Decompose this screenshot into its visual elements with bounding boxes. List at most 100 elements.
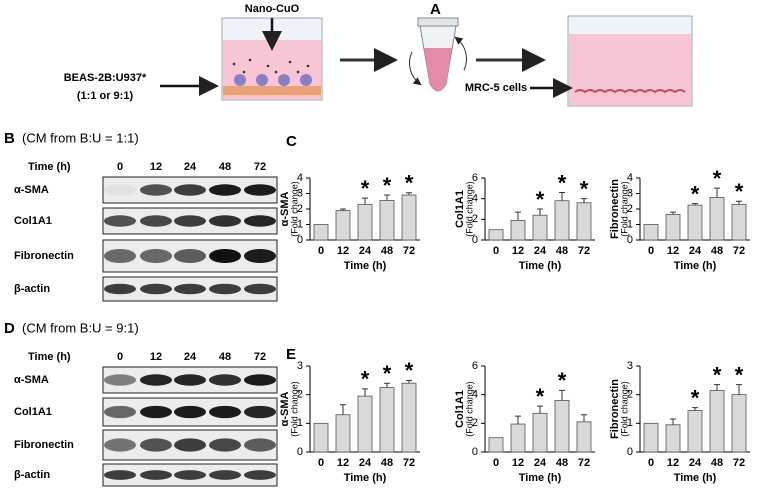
x-axis-label: Time (h)	[344, 472, 387, 484]
bar	[401, 382, 417, 453]
bar	[335, 210, 351, 241]
y-tick-label: 1	[627, 417, 633, 429]
error-bar	[670, 418, 676, 425]
significance-mark: *	[580, 176, 589, 201]
bar	[709, 196, 725, 241]
x-tick-label: 0	[648, 457, 654, 469]
significance-mark: *	[405, 358, 414, 383]
y-axis-sublabel: (Fold change)	[619, 181, 629, 237]
significance-mark: *	[361, 367, 370, 392]
time-label: Time (h)	[28, 161, 71, 173]
error-bar	[384, 382, 390, 388]
error-bar	[559, 389, 565, 401]
x-tick-label: 24	[689, 245, 702, 257]
y-tick-label: 2	[472, 213, 478, 225]
x-tick-label: 72	[578, 457, 590, 469]
y-axis-sublabel: (Fold change)	[464, 181, 474, 237]
bar	[335, 414, 351, 453]
bar	[643, 422, 659, 453]
x-tick-label: 0	[318, 457, 324, 469]
significance-mark: *	[713, 362, 722, 387]
y-axis-sublabel: (Fold change)	[289, 181, 299, 237]
x-tick-label: 24	[534, 245, 547, 257]
error-bar	[559, 191, 565, 201]
panel-label: B	[4, 130, 15, 147]
error-bar	[692, 407, 698, 411]
treatment-label: Nano-CuO	[245, 3, 300, 15]
bar	[488, 437, 504, 453]
significance-mark: *	[558, 170, 567, 195]
error-bar	[714, 187, 720, 198]
error-bar	[362, 388, 368, 397]
significance-mark: *	[735, 362, 744, 387]
x-tick-label: 72	[403, 457, 415, 469]
blot-band	[104, 438, 136, 452]
x-tick-label: 24	[359, 457, 372, 469]
x-tick-label: 12	[512, 245, 524, 257]
significance-mark: *	[405, 171, 414, 196]
x-tick-label: 24	[689, 457, 702, 469]
bar	[665, 424, 681, 453]
y-tick-label: 2	[627, 203, 633, 215]
panel-label: A	[430, 1, 441, 18]
error-bar	[670, 211, 676, 215]
y-tick-label: 0	[297, 446, 303, 458]
lane-label: 0	[117, 351, 123, 363]
tube-content	[424, 48, 452, 91]
x-axis-label: Time (h)	[344, 260, 387, 272]
x-tick-label: 48	[556, 457, 568, 469]
blot-band	[140, 405, 172, 419]
blot-band	[209, 283, 241, 295]
error-bar	[736, 200, 742, 205]
blot-band	[174, 470, 206, 480]
error-bar	[692, 203, 698, 206]
blot-band	[140, 215, 172, 227]
x-tick-label: 48	[711, 457, 723, 469]
blot-band	[209, 248, 241, 264]
error-bar	[406, 379, 412, 384]
x-tick-label: 12	[512, 457, 524, 469]
x-tick-label: 0	[493, 245, 499, 257]
time-label: Time (h)	[28, 351, 71, 363]
y-axis-sublabel: (Fold change)	[464, 381, 474, 437]
x-tick-label: 12	[667, 457, 679, 469]
significance-mark: *	[713, 166, 722, 191]
x-tick-label: 24	[359, 245, 372, 257]
x-tick-label: 48	[556, 245, 568, 257]
y-tick-label: 1	[627, 218, 633, 230]
y-tick-label: 0	[472, 234, 478, 246]
blot-band	[244, 374, 276, 386]
x-tick-label: 48	[381, 457, 393, 469]
error-bar	[714, 384, 720, 391]
error-bar	[537, 208, 543, 216]
bar	[554, 200, 570, 241]
x-tick-label: 72	[403, 245, 415, 257]
significance-mark: *	[383, 361, 392, 386]
x-tick-label: 0	[493, 457, 499, 469]
y-tick-label: 1	[297, 218, 303, 230]
bar	[731, 203, 747, 241]
cell-layer	[223, 86, 321, 95]
bar	[510, 423, 526, 453]
lane-label: 72	[254, 161, 266, 173]
fibroblasts	[574, 89, 686, 94]
recipient-label: MRC-5 cells	[465, 82, 527, 94]
y-axis-label: Col1A1	[454, 390, 466, 428]
protein-label: Col1A1	[14, 406, 52, 418]
bar	[357, 203, 373, 241]
x-tick-label: 12	[667, 245, 679, 257]
bar	[532, 412, 548, 453]
error-bar	[581, 414, 587, 422]
x-tick-label: 12	[337, 457, 349, 469]
spin-arrow	[454, 36, 467, 71]
blot-band	[244, 248, 276, 264]
x-tick-label: 24	[534, 457, 547, 469]
y-tick-label: 3	[627, 187, 633, 199]
bar	[313, 224, 329, 241]
bar	[554, 399, 570, 453]
x-tick-label: 12	[337, 245, 349, 257]
blot-band	[244, 283, 276, 295]
error-bar	[515, 211, 521, 221]
blot-band	[104, 215, 136, 227]
bar	[731, 394, 747, 453]
